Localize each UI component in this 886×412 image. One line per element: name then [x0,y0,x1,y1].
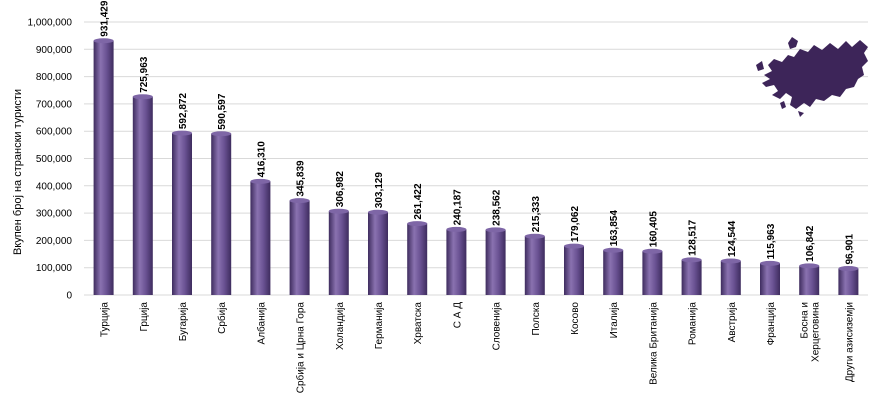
bar [681,259,702,295]
x-tick-label: Босна иХерцеговина [800,302,822,362]
y-tick-label: 900,000 [36,45,73,56]
bar [760,263,780,295]
data-label: 163,854 [609,210,620,247]
bar [799,265,820,295]
y-axis-label: Вкупен број на странски туристи [12,89,24,255]
bar [172,133,192,295]
y-tick-label: 200,000 [36,236,73,247]
bar [250,181,271,295]
data-label: 96,901 [844,234,855,265]
bar [446,229,467,295]
bar-top [720,258,741,264]
data-label: 124,544 [727,220,738,257]
bar-top [328,208,349,214]
y-tick-label: 400,000 [36,181,73,192]
x-tick-label: Косово [570,302,581,335]
data-label: 179,062 [570,206,581,243]
x-tick-label: Холандија [335,302,346,350]
bar-top [603,247,624,253]
y-tick-label: 800,000 [36,72,73,83]
x-tick-label: Франција [766,302,777,346]
bar [564,246,584,295]
x-tick-label: Италија [609,302,620,339]
bar-top [289,198,310,204]
x-tick-label: Србија и Црна Гора [295,302,307,394]
data-label: 416,310 [256,141,267,178]
data-label: 261,422 [413,183,424,220]
bar [211,133,232,295]
data-label: 238,562 [492,189,503,226]
x-tick-label: Србија [216,302,228,334]
bar [838,268,859,295]
data-label: 240,187 [452,189,463,226]
bar [603,250,624,295]
data-label: 306,982 [335,171,346,208]
data-label: 128,517 [688,219,699,256]
data-label: 303,129 [374,172,385,209]
bar-top [132,94,153,100]
bar-top [681,257,702,263]
y-tick-label: 300,000 [36,209,73,220]
data-label: 160,405 [648,211,659,248]
y-tick-label: 100,000 [36,263,73,274]
data-labels: 931,429 725,963 592,872 590,597 416,310 345,8… [100,0,856,264]
bar-top [446,226,467,232]
data-label: 115,963 [766,223,777,259]
bar [132,96,153,295]
bar-top [524,233,545,239]
bar [524,236,545,295]
bar [289,200,310,295]
x-tick-label: Хрватска [413,302,424,345]
data-label: 215,333 [531,196,542,233]
bar-top [838,266,859,272]
bar-top [485,227,506,233]
bar-top [368,209,388,215]
bar [485,229,506,295]
x-tick-label: Полска [531,302,542,336]
bars [93,38,859,296]
bar-top [93,38,114,44]
data-label: 345,839 [296,160,307,197]
bar [642,251,663,295]
y-axis-ticks: 0 100,000 200,000 300,000 400,000 500,000 600,… [28,18,73,302]
data-label: 725,963 [139,56,150,93]
y-tick-label: 500,000 [36,154,73,165]
data-label: 592,872 [178,93,189,130]
y-tick-label: 700,000 [36,99,73,110]
data-label: 590,597 [217,93,228,130]
bar [368,212,388,295]
bar-top [407,221,428,227]
x-tick-label: Албанија [255,302,267,345]
x-tick-label: Турција [100,302,111,338]
gridlines [84,21,868,296]
data-label: 106,842 [805,225,816,262]
x-tick-label: Бугарија [178,302,189,342]
x-tick-label: С А Д [452,302,463,328]
x-tick-label: Романија [688,302,699,346]
bar-top [211,131,232,137]
x-tick-label: Словенија [492,302,503,351]
x-tick-label: Други азисиземји [844,302,855,382]
bar-top [172,130,192,136]
bar-top [760,260,780,266]
y-tick-label: 0 [66,291,72,302]
bar-top [250,178,271,184]
y-tick-label: 1,000,000 [28,18,73,29]
data-label: 931,429 [100,0,111,37]
x-tick-label: Австрија [727,302,738,343]
bar [93,40,114,296]
x-tick-label: Грција [139,302,150,332]
x-tick-label: Германија [374,302,385,350]
bar-top [642,248,663,254]
y-tick-label: 600,000 [36,127,73,138]
x-axis-ticks: Турција Грција Бугарија Србија Албанија Србиј… [100,302,856,394]
bar-top [564,243,584,249]
bar [328,211,349,295]
europe-map-icon [756,37,868,117]
x-tick-label: Велика Британија [648,302,659,385]
bar [407,223,428,295]
bar-top [799,263,820,269]
bar [720,260,741,295]
